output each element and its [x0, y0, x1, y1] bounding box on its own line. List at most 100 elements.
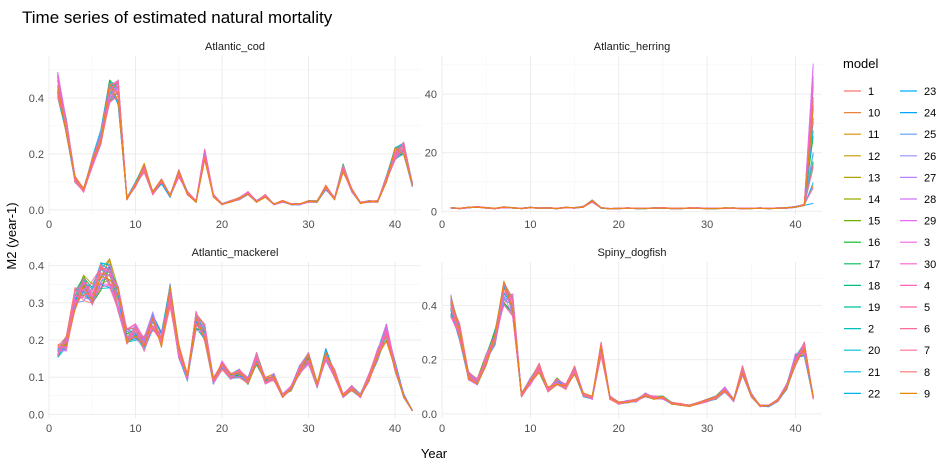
series-line-model-24 [450, 293, 814, 408]
facet-strip-title: Atlantic_mackerel [192, 247, 279, 259]
series-line-model-3 [450, 106, 814, 210]
legend-label: 1 [868, 86, 874, 98]
series-line-model-26 [450, 165, 814, 210]
legend-label: 7 [924, 345, 930, 357]
series-line-model-16 [450, 136, 814, 210]
x-tick-label: 30 [302, 219, 314, 231]
legend-label: 25 [924, 129, 936, 141]
x-tick-label: 0 [439, 423, 445, 435]
series-line-model-10 [450, 80, 814, 210]
series-line-model-8 [57, 265, 413, 412]
series-line-model-18 [450, 161, 814, 210]
series-line-model-29 [450, 291, 814, 407]
y-tick-label: 0.0 [29, 409, 44, 421]
legend-label: 23 [924, 86, 936, 98]
series-line-model-12 [57, 279, 413, 412]
series-line-model-25 [450, 152, 814, 210]
series-line-model-29 [450, 66, 814, 210]
y-tick-label: 0.4 [29, 93, 44, 105]
facet-strip-title: Atlantic_herring [594, 41, 670, 53]
series-line-model-11 [450, 185, 814, 210]
series-line-model-23 [450, 293, 814, 407]
legend-label: 22 [868, 388, 880, 400]
series-line-model-14 [450, 76, 814, 210]
x-tick-label: 30 [701, 219, 713, 231]
legend-label: 18 [868, 280, 880, 292]
facet-panel-atlantic-cod: 0 10 20 30 40 0.0 0.2 0.4 Atlantic_cod [29, 41, 421, 231]
series-line-model-29 [57, 281, 413, 411]
series-line-model-30 [57, 280, 413, 411]
series-line-model-11 [57, 259, 413, 411]
x-tick-label: 20 [613, 219, 625, 231]
legend-label: 3 [924, 237, 930, 249]
legend-title: model [843, 56, 879, 71]
series-line-model-21 [450, 130, 814, 210]
series-line-model-17 [450, 86, 814, 210]
x-tick-label: 20 [216, 423, 228, 435]
facet-panel-spiny-dogfish: 0 10 20 30 40 0.0 0.2 0.4 Spiny_dogfish [422, 247, 822, 435]
series-line-model-21 [57, 85, 413, 205]
legend-label: 21 [868, 367, 880, 379]
x-tick-label: 20 [613, 423, 625, 435]
legend: model 1 10 11 12 13 14 15 16 17 18 19 2 20 21 22 23 24 25… [843, 56, 936, 400]
series-line-model-28 [450, 81, 814, 210]
y-tick-label: 0.4 [422, 300, 437, 312]
y-tick-label: 0.0 [29, 205, 44, 217]
series-line-model-26 [450, 294, 814, 407]
legend-label: 20 [868, 345, 880, 357]
legend-label: 26 [924, 151, 936, 163]
y-tick-label: 0.3 [29, 298, 44, 310]
chart-title: Time series of estimated natural mortali… [22, 8, 333, 27]
x-tick-label: 10 [129, 423, 141, 435]
legend-label: 8 [924, 367, 930, 379]
series-line-model-30 [450, 84, 814, 210]
y-tick-label: 0.4 [29, 261, 44, 273]
legend-label: 2 [868, 324, 874, 336]
legend-label: 10 [868, 108, 880, 120]
series-line-model-23 [450, 104, 814, 210]
legend-label: 27 [924, 172, 936, 184]
x-tick-label: 20 [216, 219, 228, 231]
series-line-model-27 [450, 63, 814, 210]
legend-label: 15 [868, 216, 880, 228]
facet-panel-atlantic-herring: 0 10 20 30 40 0 20 40 Atlantic_herring [425, 41, 822, 231]
series-line-model-15 [450, 118, 814, 210]
y-tick-label: 0.1 [29, 372, 44, 384]
series-line-model-19 [450, 121, 814, 210]
series-line-model-12 [450, 167, 814, 210]
series-line-model-16 [450, 300, 814, 407]
series-line-model-8 [57, 90, 413, 206]
x-tick-label: 30 [302, 423, 314, 435]
series-line-model-9 [450, 108, 814, 210]
facet-panel-atlantic-mackerel: 0 10 20 30 40 0.0 0.1 0.2 0.3 0.4 Atlantic_mackere… [29, 247, 421, 435]
series-line-model-5 [450, 100, 814, 210]
x-tick-label: 10 [129, 219, 141, 231]
y-tick-label: 0 [431, 206, 437, 218]
y-tick-label: 0.2 [422, 355, 437, 367]
series-line-model-25 [57, 86, 413, 206]
legend-label: 12 [868, 151, 880, 163]
legend-label: 19 [868, 302, 880, 314]
legend-label: 28 [924, 194, 936, 206]
series-line-model-26 [57, 84, 413, 206]
series-line-model-9 [57, 83, 413, 206]
legend-label: 17 [868, 259, 880, 271]
x-tick-label: 0 [46, 423, 52, 435]
series-line-model-7 [450, 164, 814, 210]
series-line-model-9 [450, 280, 814, 407]
legend-label: 4 [924, 280, 930, 292]
series-line-model-26 [57, 273, 413, 411]
y-tick-label: 0.0 [422, 409, 437, 421]
series-line-model-4 [450, 187, 814, 210]
legend-label: 16 [868, 237, 880, 249]
series-line-model-7 [57, 83, 413, 206]
y-tick-label: 20 [425, 148, 437, 160]
legend-label: 13 [868, 172, 880, 184]
series-line-model-13 [450, 162, 814, 210]
series-line-model-6 [57, 272, 413, 411]
series-line-model-30 [450, 293, 814, 407]
legend-label: 9 [924, 388, 930, 400]
series-line-model-25 [450, 298, 814, 407]
series-line-model-22 [450, 182, 814, 210]
